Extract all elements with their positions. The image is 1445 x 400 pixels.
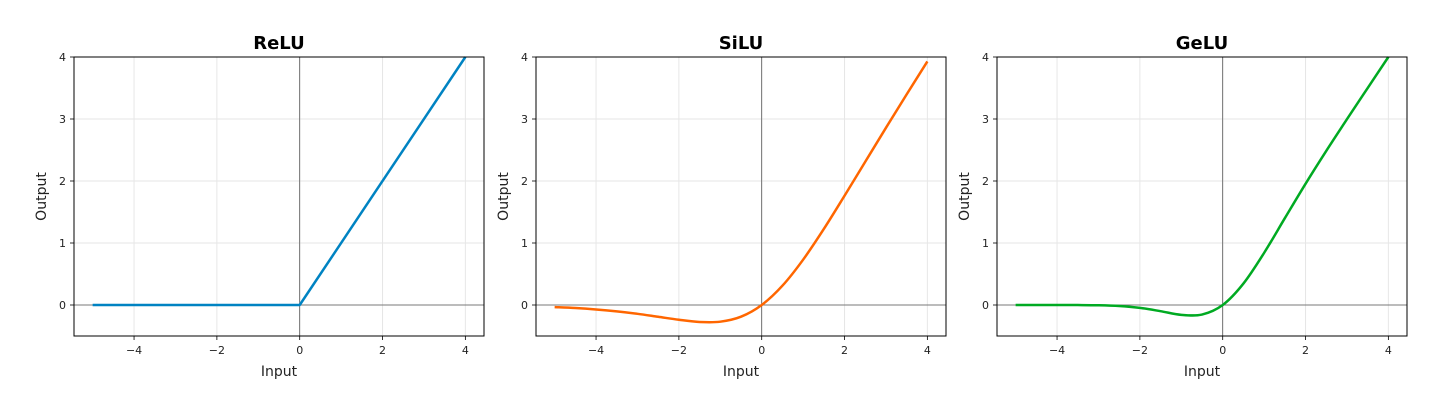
x-axis-label: Input [1184,364,1221,380]
x-axis-label: Input [723,364,760,380]
x-tick-label: 2 [1302,344,1309,357]
y-tick-label: 2 [982,175,989,188]
y-tick-label: 1 [521,237,528,250]
x-tick-label: −4 [1049,344,1065,357]
x-tick-label: 2 [841,344,848,357]
series-line-relu [92,56,467,307]
x-tick-label: 4 [462,344,469,357]
series-line-gelu [1015,56,1390,317]
x-tick-label: −2 [1132,344,1148,357]
chart-title: ReLU [253,33,305,54]
y-tick-label: 4 [59,51,66,64]
y-axis-label: Output [496,172,512,221]
y-tick-label: 4 [982,51,989,64]
x-tick-label: 4 [1385,344,1392,357]
y-tick-label: 2 [521,175,528,188]
x-tick-label: 2 [379,344,386,357]
axes-frame [996,56,1408,337]
y-tick-label: 3 [59,113,66,126]
subplot-silu: −4 −2 0 2 4 0 1 2 3 4 SiLU Input Output [496,33,947,380]
y-tick-label: 1 [982,237,989,250]
series-line-silu [554,60,929,324]
axes-frame [535,56,947,337]
chart-title: GeLU [1176,33,1228,54]
y-tick-label: 0 [982,299,989,312]
subplot-relu: −4 −2 0 2 4 0 1 2 3 4 ReLU Input Output [34,33,485,380]
x-tick-label: 4 [924,344,931,357]
x-tick-label: 0 [758,344,765,357]
y-tick-label: 1 [59,237,66,250]
y-axis-label: Output [957,172,973,221]
x-tick-label: −4 [588,344,604,357]
chart-title: SiLU [719,33,764,54]
y-tick-label: 0 [521,299,528,312]
y-tick-label: 3 [982,113,989,126]
y-tick-label: 0 [59,299,66,312]
y-axis-label: Output [34,172,50,221]
subplot-gelu: −4 −2 0 2 4 0 1 2 3 4 GeLU Input Output [957,33,1408,380]
x-axis-label: Input [261,364,298,380]
x-tick-label: −2 [671,344,687,357]
y-tick-label: 3 [521,113,528,126]
x-tick-label: −2 [209,344,225,357]
x-tick-label: 0 [296,344,303,357]
y-tick-label: 4 [521,51,528,64]
x-tick-label: 0 [1219,344,1226,357]
axes-frame [73,56,485,337]
x-tick-label: −4 [126,344,142,357]
y-tick-label: 2 [59,175,66,188]
